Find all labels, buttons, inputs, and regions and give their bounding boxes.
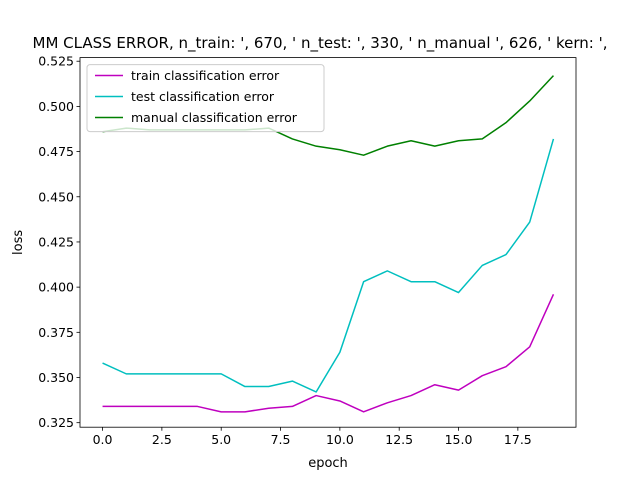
y-tick-label: 0.400: [38, 280, 74, 295]
plot-frame: [79, 57, 577, 428]
x-axis-label: epoch: [308, 456, 348, 471]
x-tick-label: 12.5: [385, 432, 413, 447]
x-tick-label: 17.5: [504, 432, 532, 447]
series-line-2: [102, 138, 555, 393]
series-line-1: [102, 294, 555, 413]
y-axis-ticks: 0.325 0.350 0.375 0.400 0.425 0.450 0.475 0.500…: [38, 54, 80, 430]
axes-spines: [79, 57, 577, 428]
x-tick-label: 15.0: [445, 432, 473, 447]
legend-frame: [86, 64, 325, 133]
legend-label-2: test classification error: [131, 89, 275, 104]
x-axis-ticks: 0.0 2.5 5.0 7.5 10.0 12.5 15.0 17.5: [93, 427, 532, 447]
y-tick-label: 0.500: [38, 99, 74, 114]
y-tick-label: 0.375: [38, 325, 74, 340]
legend: train classification error test classific…: [86, 64, 325, 133]
y-axis-label: loss: [11, 230, 26, 255]
y-tick-label: 0.425: [38, 234, 74, 249]
y-tick-label: 0.475: [38, 144, 74, 159]
legend-label-1: train classification error: [131, 68, 280, 83]
x-tick-label: 5.0: [211, 432, 231, 447]
chart-title: MM CLASS ERROR, n_train: ', 670, ' n_tes…: [33, 34, 608, 53]
x-tick-label: 2.5: [152, 432, 172, 447]
y-tick-label: 0.450: [38, 189, 74, 204]
x-tick-label: 10.0: [326, 432, 354, 447]
y-tick-label: 0.350: [38, 370, 74, 385]
x-tick-label: 0.0: [93, 432, 113, 447]
y-tick-label: 0.525: [38, 54, 74, 69]
x-tick-label: 7.5: [271, 432, 291, 447]
legend-label-3: manual classification error: [131, 110, 298, 125]
y-tick-label: 0.325: [38, 415, 74, 430]
